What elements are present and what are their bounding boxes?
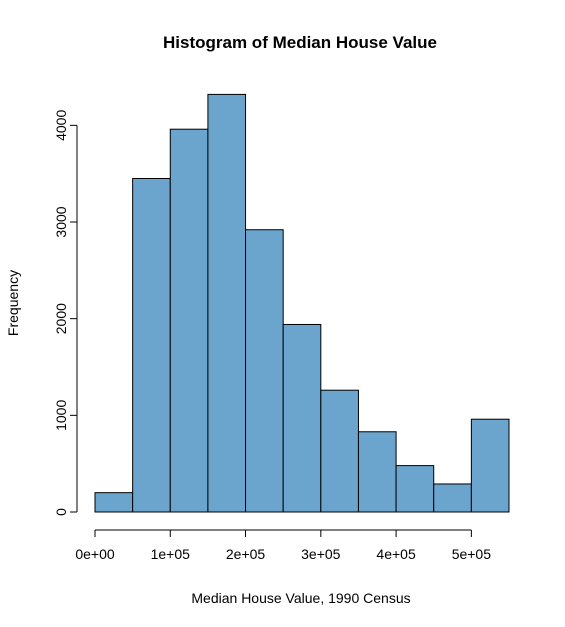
y-tick-label: 4000 (53, 110, 69, 141)
y-tick-label: 1000 (53, 400, 69, 431)
y-tick-label: 3000 (53, 206, 69, 237)
histogram-bar (320, 389, 359, 513)
x-axis: 0e+00 1e+05 2e+05 3e+05 4e+05 5e+05 (75, 529, 492, 562)
histogram-bar (282, 323, 322, 513)
histogram-bar (132, 178, 171, 513)
histogram-bar (433, 483, 472, 513)
y-tick-label: 2000 (53, 303, 69, 334)
x-tick-label: 0e+00 (75, 546, 115, 562)
bars-group (94, 93, 510, 513)
histogram-bar (357, 431, 397, 513)
histogram-bar (470, 418, 510, 513)
x-tick-label: 5e+05 (452, 546, 492, 562)
x-tick-label: 4e+05 (376, 546, 416, 562)
y-tick-label: 0 (53, 508, 69, 516)
histogram-bar (207, 93, 247, 513)
x-axis-label: Median House Value, 1990 Census (191, 590, 410, 606)
x-tick-label: 3e+05 (301, 546, 341, 562)
histogram-bar (245, 229, 284, 513)
histogram-bar (94, 492, 134, 513)
chart-title: Histogram of Median House Value (163, 33, 437, 52)
y-axis: 0 1000 2000 3000 4000 (53, 110, 78, 516)
histogram-bar (395, 465, 435, 513)
y-axis-label: Frequency (5, 270, 21, 336)
x-tick-label: 1e+05 (151, 546, 191, 562)
histogram-bar (169, 128, 209, 513)
x-tick-label: 2e+05 (226, 546, 266, 562)
